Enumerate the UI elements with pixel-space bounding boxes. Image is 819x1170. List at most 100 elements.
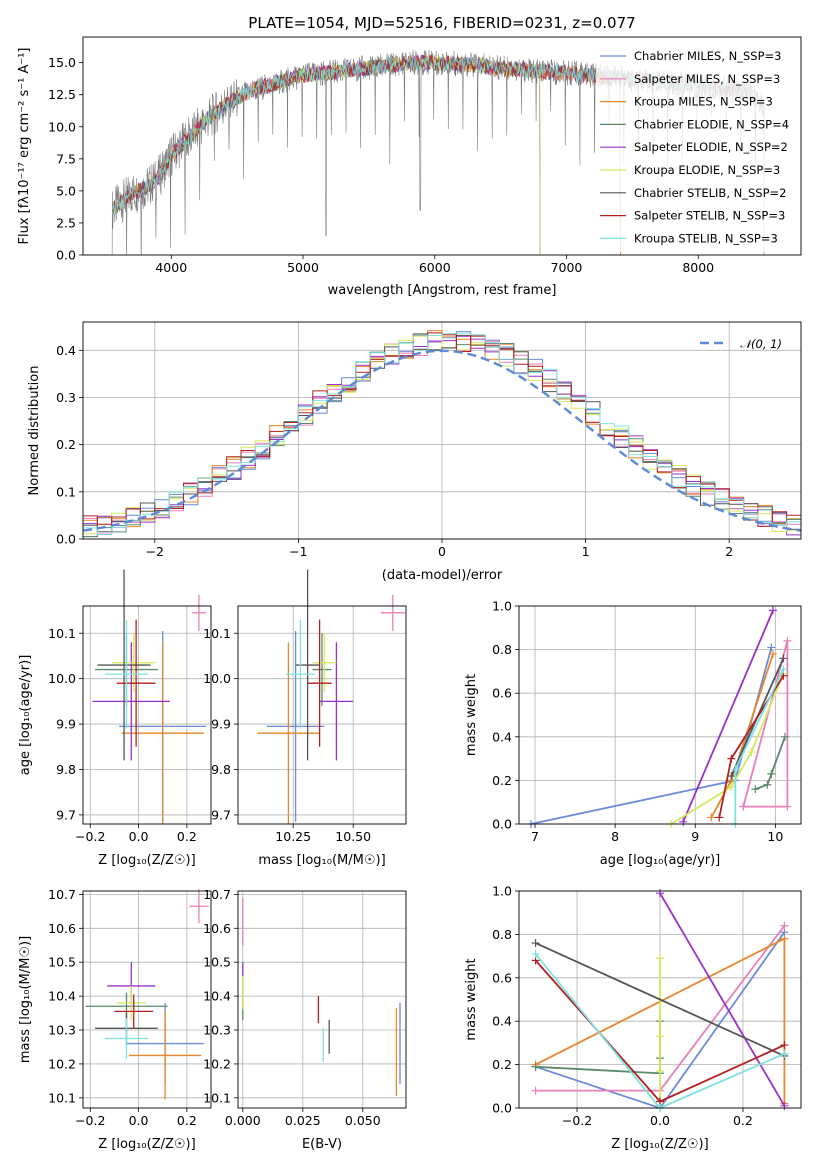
legend-entry-0: Chabrier MILES, N_SSP=3	[634, 49, 781, 63]
age-z-errorbar-7	[116, 619, 156, 747]
residuals-xtick-label: 1	[582, 544, 590, 559]
mass-ebv-xtick-label: 0.025	[285, 1113, 321, 1128]
legend-entry-6: Chabrier STELIB, N_SSP=2	[634, 186, 786, 200]
mass-z-ytick-label: 10.6	[48, 921, 76, 936]
age-z-frame	[82, 605, 212, 825]
weight-z-ylabel: mass weight	[464, 958, 479, 1040]
age-mass-errorbar-3	[312, 633, 332, 706]
mass-z-ytick-label: 10.3	[48, 1023, 76, 1038]
weight-age-marker-2-2	[768, 649, 777, 658]
mass-ebv-ytick-label: 10.2	[203, 1056, 231, 1071]
weight-age-ylabel: mass weight	[464, 674, 479, 756]
age-mass-ytick-label: 9.7	[211, 807, 231, 822]
mass-z-ytick-label: 10.7	[48, 887, 76, 902]
gaussian-reference-curve	[83, 349, 801, 532]
weight-age-ytick-label: 0.0	[492, 817, 512, 832]
age-z-errorbar-4	[92, 642, 170, 761]
weight-z-ytick-label: 0.2	[492, 1057, 512, 1072]
weight-age-ytick-label: 0.6	[492, 686, 512, 701]
weight-age-marker-8-1	[731, 765, 740, 774]
spectrum-ytick-label: 12.5	[48, 87, 76, 102]
mass-ebv-ytick-label: 10.4	[203, 989, 231, 1004]
spectrum-xtick-label: 4000	[155, 260, 187, 275]
weight-z-marker-1-2	[780, 921, 789, 930]
mass-ebv-xlabel: E(B-V)	[302, 1137, 342, 1152]
weight-z-marker-6-0	[531, 939, 540, 948]
mass-ebv-ytick-label: 10.6	[203, 921, 231, 936]
weight-z-marker-4-0	[656, 889, 664, 898]
weight-z-marker-8-2	[780, 1049, 789, 1058]
residuals-axes: −2 −1 0 1 2 0.0 0.1 0.2 0.3 0.4 (data-model)/error…	[27, 322, 801, 583]
weight-age-xtick-label: 10	[767, 829, 783, 844]
age-z-errorbar-5	[111, 633, 156, 693]
weight-age-marker-1-2	[783, 636, 792, 645]
legend-entry-8: Kroupa STELIB, N_SSP=3	[634, 231, 778, 245]
age-mass-ytick-label: 9.8	[211, 762, 231, 777]
weight-z-marker-2-1	[780, 934, 789, 943]
weight-z-ytick-label: 0.6	[492, 970, 512, 985]
mass-ebv-axes: 0.000 0.025 0.050 10.1 10.2 10.3 10.4 10.5 10.6 1…	[203, 887, 406, 1152]
weight-z-ytick-label: 0.4	[492, 1014, 512, 1029]
weight-age-marker-4-1	[768, 606, 777, 615]
spectrum-xtick-label: 6000	[419, 260, 451, 275]
histogram-series-8	[83, 332, 801, 536]
age-mass-ytick-label: 10.0	[203, 671, 231, 686]
age-mass-errorbar-4	[319, 642, 354, 761]
weight-z-marker-7-2	[780, 1041, 789, 1050]
weight-age-marker-0-2	[767, 643, 776, 652]
legend-entry-1: Salpeter MILES, N_SSP=3	[634, 72, 780, 86]
weight-age-marker-5-1	[727, 782, 736, 791]
residuals-xtick-label: 0	[438, 544, 446, 559]
weight-z-marker-5-1	[656, 1067, 664, 1076]
mass-z-xtick-label: 0.0	[129, 1113, 149, 1128]
residuals-ytick-label: 0.3	[56, 390, 76, 405]
spectrum-ytick-label: 2.5	[56, 215, 76, 230]
age-mass-xlabel: mass [log₁₀(M/M☉)]	[258, 853, 385, 868]
mass-z-ylabel: mass [log₁₀(M/M☉)]	[18, 936, 33, 1063]
age-mass-errorbar-8	[286, 619, 315, 729]
age-z-errorbar-6	[97, 569, 151, 761]
residuals-ytick-label: 0.2	[56, 437, 76, 452]
mass-z-frame	[82, 890, 212, 1109]
spectrum-legend-box	[596, 42, 799, 252]
weight-age-marker-5-2	[747, 748, 756, 757]
weight-z-marker-8-0	[531, 949, 540, 958]
age-mass-ytick-label: 10.1	[203, 626, 231, 641]
spectrum-ytick-label: 0.0	[56, 248, 76, 263]
spectrum-frame	[82, 36, 802, 256]
age-mass-errorbar-0	[266, 630, 325, 822]
residuals-frame	[82, 321, 802, 540]
legend-entry-3: Chabrier ELODIE, N_SSP=4	[634, 117, 789, 131]
age-mass-xtick-label: 10.25	[275, 829, 311, 844]
mass-z-axes: −0.2 0.0 0.2 10.1 10.2 10.3 10.4 10.5 10.6 10.7 Z …	[18, 887, 211, 1152]
age-mass-axes: 10.25 10.50 9.7 9.8 9.9 10.0 10.1 mass [log₁₀(M…	[203, 606, 406, 868]
age-z-ytick-label: 10.1	[48, 626, 76, 641]
residuals-xtick-label: −1	[289, 544, 307, 559]
weight-age-xtick-label: 9	[691, 829, 699, 844]
residuals-legend-label: 𝒩(0, 1)	[740, 337, 782, 351]
mass-z-xtick-label: −0.2	[75, 1113, 105, 1128]
weight-age-xlabel: age [log₁₀(age/yr)]	[600, 853, 721, 868]
age-z-xtick-label: −0.2	[75, 829, 105, 844]
legend-entry-7: Salpeter STELIB, N_SSP=3	[634, 209, 785, 223]
legend-entry-4: Salpeter ELODIE, N_SSP=2	[634, 140, 788, 154]
mass-z-ytick-label: 10.5	[48, 955, 76, 970]
weight-z-xtick-label: 0.2	[733, 1113, 753, 1128]
age-mass-frame	[237, 605, 407, 825]
mass-z-errorbar-5	[116, 985, 146, 1020]
age-z-ytick-label: 9.9	[56, 717, 76, 732]
weight-z-frame	[518, 890, 802, 1109]
weight-z-xtick-label: −0.2	[562, 1113, 592, 1128]
residuals-xtick-label: −2	[146, 544, 164, 559]
age-z-plot-area	[83, 606, 211, 824]
weight-age-marker-7-1	[727, 754, 736, 763]
mass-z-errorbar-8	[104, 1018, 149, 1059]
spectrum-xtick-label: 5000	[287, 260, 319, 275]
mass-ebv-frame	[237, 890, 407, 1109]
mass-z-errorbar-2	[128, 1011, 202, 1100]
weight-age-marker-3-2	[767, 769, 776, 778]
age-mass-errorbar-2	[257, 642, 320, 824]
age-mass-errorbar-1	[380, 594, 405, 631]
mass-ebv-ytick-label: 10.1	[203, 1090, 231, 1105]
weight-age-marker-7-0	[715, 813, 724, 822]
